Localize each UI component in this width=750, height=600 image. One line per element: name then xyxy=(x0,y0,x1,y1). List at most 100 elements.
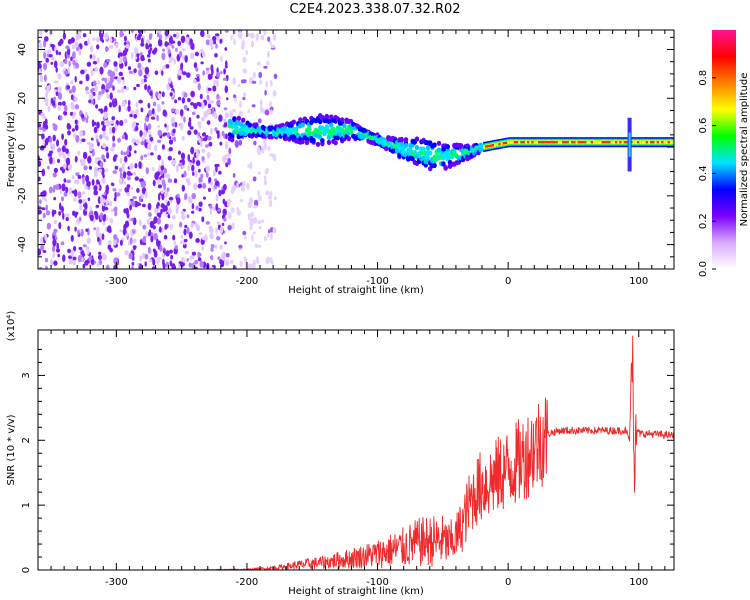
noise-dot xyxy=(197,257,202,262)
noise-dot xyxy=(143,129,147,138)
noise-dot xyxy=(172,265,177,269)
noise-dot xyxy=(252,259,256,267)
noise-dot xyxy=(143,154,148,158)
noise-dot xyxy=(170,117,176,125)
noise-dot xyxy=(153,232,158,241)
noise-dot xyxy=(154,172,159,181)
noise-dot xyxy=(164,42,170,46)
noise-dot xyxy=(180,261,184,268)
colorbar-tick-label: 0.2 xyxy=(698,213,709,229)
ridge-cell xyxy=(542,141,545,144)
noise-dot xyxy=(42,212,46,219)
noise-dot xyxy=(147,58,151,63)
noise-dot xyxy=(105,198,109,207)
noise-dot xyxy=(133,86,137,91)
noise-dot xyxy=(53,260,58,266)
noise-dot xyxy=(260,107,264,114)
noise-dot xyxy=(57,158,60,163)
ridge-cell xyxy=(425,155,431,161)
noise-dot xyxy=(131,172,137,176)
noise-dot xyxy=(208,187,211,192)
noise-dot xyxy=(135,101,139,108)
noise-dot xyxy=(163,167,167,174)
ridge-cell xyxy=(322,129,327,136)
noise-dot xyxy=(219,244,223,250)
noise-dot xyxy=(136,53,140,58)
noise-dot xyxy=(114,65,118,73)
noise-dot xyxy=(109,92,113,100)
noise-dot xyxy=(55,184,60,191)
noise-dot xyxy=(106,152,110,159)
noise-dot xyxy=(75,172,80,177)
noise-dot xyxy=(106,93,110,100)
noise-dot xyxy=(160,165,165,171)
noise-dot xyxy=(186,258,189,262)
noise-dot xyxy=(129,113,133,118)
noise-dot xyxy=(95,212,99,220)
ridge-cell xyxy=(489,144,492,147)
noise-dot xyxy=(38,39,41,44)
noise-dot xyxy=(138,68,143,77)
ridge-cell xyxy=(485,145,488,148)
noise-dot xyxy=(39,43,43,49)
noise-dot xyxy=(50,61,54,65)
noise-dot xyxy=(72,210,76,216)
noise-dot xyxy=(140,193,145,199)
noise-dot xyxy=(89,143,93,152)
noise-dot xyxy=(242,230,247,236)
x-tick-label: -100 xyxy=(366,276,389,287)
noise-dot xyxy=(214,178,217,182)
noise-dot xyxy=(164,30,169,37)
ridge-cell xyxy=(315,141,321,147)
noise-dot xyxy=(180,240,183,245)
noise-dot xyxy=(229,112,233,119)
ridge-cell xyxy=(520,141,523,144)
noise-dot xyxy=(90,258,95,266)
noise-dot xyxy=(90,44,94,53)
ridge-cell xyxy=(529,140,532,145)
noise-dot xyxy=(140,66,145,70)
noise-dot xyxy=(152,225,156,230)
noise-dot xyxy=(124,220,130,228)
noise-dot xyxy=(146,219,150,225)
noise-dot xyxy=(174,109,180,114)
ridge-cell xyxy=(544,141,547,144)
noise-dot xyxy=(215,193,219,202)
noise-dot xyxy=(196,73,200,78)
noise-dot xyxy=(220,71,223,75)
noise-dot xyxy=(215,36,221,41)
noise-dot xyxy=(48,54,53,58)
noise-dot xyxy=(224,30,229,33)
noise-dot xyxy=(59,115,63,121)
noise-dot xyxy=(46,85,50,93)
noise-dot xyxy=(140,107,144,113)
noise-dot xyxy=(76,35,82,40)
noise-dot xyxy=(190,146,195,155)
noise-dot xyxy=(92,37,96,41)
noise-dot xyxy=(188,262,192,268)
ridge-cell xyxy=(496,142,499,147)
noise-dot xyxy=(110,182,115,187)
noise-dot xyxy=(59,61,65,68)
ridge-cell xyxy=(524,140,528,145)
ridge-cell xyxy=(421,146,426,152)
noise-dot xyxy=(238,32,243,39)
noise-dot xyxy=(58,202,62,211)
noise-dot xyxy=(161,144,165,150)
noise-dot xyxy=(113,154,118,158)
noise-dot xyxy=(90,69,94,77)
noise-dot xyxy=(135,139,140,145)
noise-dot xyxy=(101,121,105,126)
noise-dot xyxy=(85,174,90,183)
noise-dot xyxy=(95,204,100,208)
noise-dot xyxy=(44,98,49,103)
noise-dot xyxy=(222,198,226,205)
noise-dot xyxy=(74,41,79,48)
noise-dot xyxy=(202,70,206,76)
noise-dot xyxy=(128,144,132,152)
noise-dot xyxy=(156,32,160,38)
ridge-cell xyxy=(670,140,673,145)
noise-dot xyxy=(190,90,195,98)
noise-dot xyxy=(42,116,47,120)
noise-dot xyxy=(183,193,187,201)
